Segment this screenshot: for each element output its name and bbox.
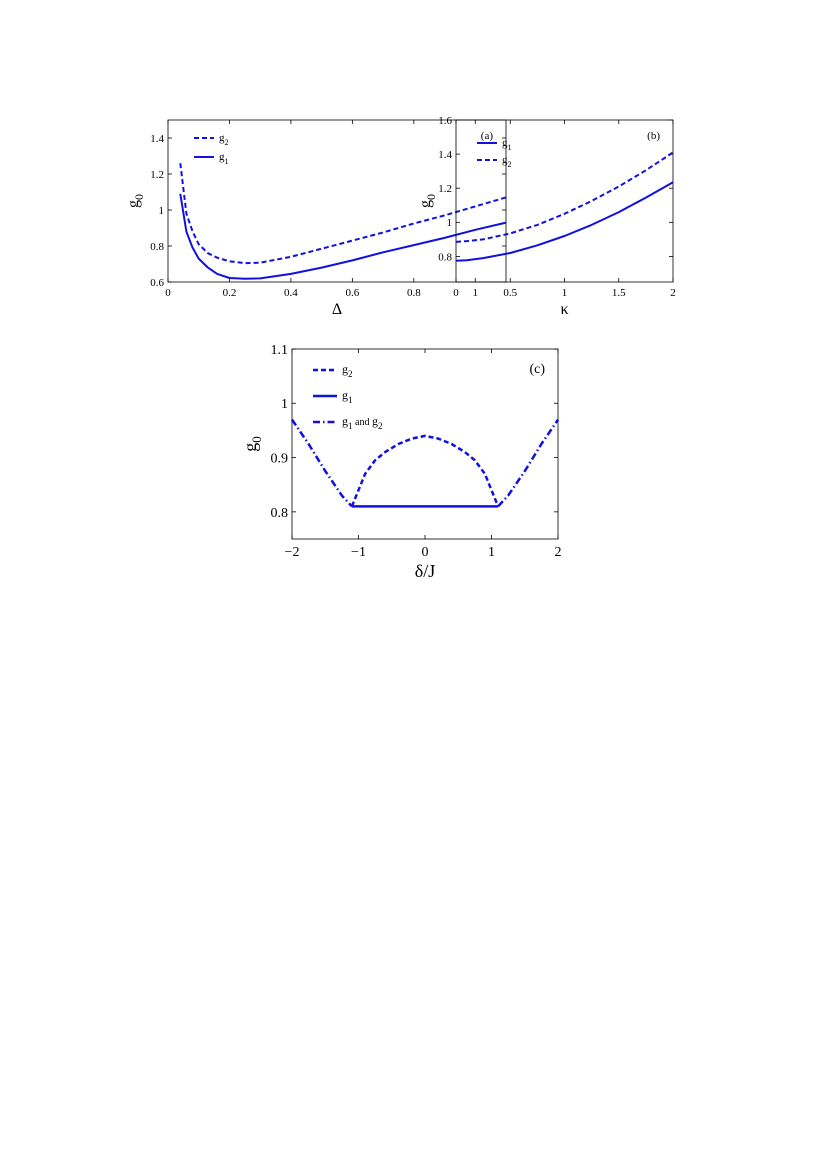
x-tick-label: 1 (488, 545, 495, 560)
plot-frame (167, 119, 507, 283)
y-axis-label-text-main: g (240, 443, 260, 452)
y-tick-label: 1 (281, 397, 288, 412)
x-tick-label: 2 (670, 287, 676, 299)
y-tick-label: 0.8 (150, 241, 164, 253)
x-tick-label: 1 (473, 287, 479, 299)
legend-label-sub2: 2 (378, 421, 383, 431)
series-line-0 (350, 434, 500, 507)
panel-label: (a) (481, 130, 494, 142)
legend-label-main: g (342, 362, 348, 376)
y-axis-label: g0 (240, 436, 264, 452)
x-axis-label: κ (560, 301, 568, 318)
legend-label-sub: 1 (348, 421, 353, 431)
x-tick-label: 0 (165, 287, 171, 299)
legend-label: g1 (502, 137, 512, 152)
y-tick-label: 1.4 (438, 149, 452, 161)
y-axis-label-text-sub: 0 (249, 436, 264, 443)
y-tick-label: 1.6 (438, 115, 452, 127)
x-tick-label: 0 (453, 287, 459, 299)
legend-label: g2 (342, 362, 353, 379)
x-tick-label: 1.5 (612, 287, 626, 299)
y-axis-label-text: g0 (240, 436, 264, 452)
panel-label: (c) (529, 362, 545, 377)
legend-label: g1 and g2 (342, 414, 382, 431)
series-line-3 (497, 418, 560, 508)
y-tick-label: 1.1 (271, 343, 289, 358)
x-tick-label: −1 (351, 545, 366, 560)
y-tick-label: 1.2 (438, 183, 452, 195)
legend-label-main: g (342, 414, 348, 428)
y-tick-label: 1.4 (150, 133, 164, 145)
legend-label: g2 (502, 154, 512, 169)
legend-label-and: and (353, 417, 372, 428)
legend-label-sub: 1 (225, 157, 229, 166)
x-tick-label: 1 (562, 287, 568, 299)
x-tick-label: 0.8 (407, 287, 421, 299)
x-axis-label: δ/J (415, 561, 436, 581)
y-axis-label-text-main: g (125, 200, 142, 208)
series-line-2 (290, 418, 353, 508)
legend-label-sub: 2 (348, 369, 353, 379)
y-tick-label: 1 (159, 205, 165, 217)
x-tick-label: 0.5 (503, 287, 517, 299)
legend-label: g2 (219, 132, 229, 147)
x-axis-label: Δ (332, 301, 342, 318)
legend-label-main: g (342, 388, 348, 402)
legend-label-main: g (219, 151, 225, 163)
legend-label-main: g (502, 154, 508, 166)
y-axis-label-text: g0 (125, 194, 146, 208)
legend-label-sub: 2 (508, 160, 512, 169)
series-line-1 (179, 193, 507, 280)
y-axis-label-text-sub: 0 (132, 194, 146, 200)
y-tick-label: 0.9 (271, 451, 289, 466)
plot-frame (291, 348, 559, 540)
series-line-0 (179, 163, 507, 265)
legend-label-sub: 1 (508, 143, 512, 152)
legend-label-main2: g (372, 414, 378, 428)
y-axis-label: g0 (125, 194, 146, 208)
x-tick-label: 0.2 (223, 287, 237, 299)
y-axis-label-text-main: g (417, 200, 434, 208)
series-line-0 (455, 181, 674, 262)
y-tick-label: 0.8 (271, 506, 289, 521)
y-axis-label: g0 (417, 194, 438, 208)
legend-label-sub: 2 (225, 138, 229, 147)
x-tick-label: 0.6 (345, 287, 359, 299)
y-axis-label-text: g0 (417, 194, 438, 208)
series-line-1 (455, 151, 674, 243)
y-tick-label: 0.6 (150, 277, 164, 289)
y-tick-label: 1.2 (150, 169, 164, 181)
x-tick-label: 0.4 (284, 287, 298, 299)
panel-label: (b) (647, 130, 660, 142)
x-tick-label: −2 (285, 545, 300, 560)
y-tick-label: 1 (447, 217, 453, 229)
legend-label-main: g (502, 137, 508, 149)
y-axis-label-text-sub: 0 (424, 194, 438, 200)
legend-label-sub: 1 (348, 395, 353, 405)
legend-label: g1 (342, 388, 353, 405)
y-tick-label: 0.8 (438, 251, 452, 263)
legend-label: g1 (219, 151, 229, 166)
x-tick-label: 0 (422, 545, 429, 560)
legend-label-main: g (219, 132, 225, 144)
x-tick-label: 2 (555, 545, 562, 560)
